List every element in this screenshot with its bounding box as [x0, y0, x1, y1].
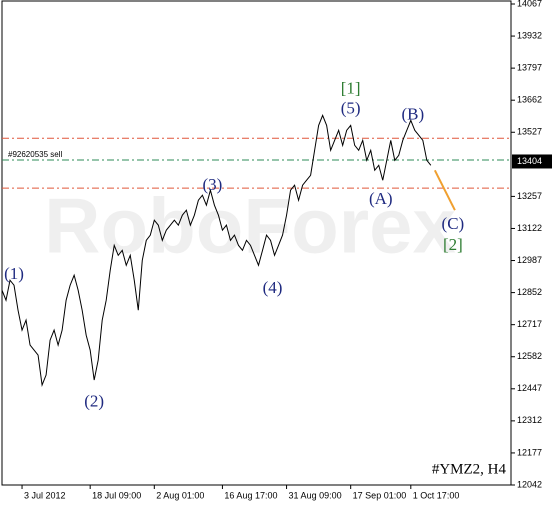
- wave-label: (1): [4, 264, 24, 283]
- y-tick-label: 12987: [517, 255, 542, 265]
- y-tick-label: 13932: [517, 30, 542, 40]
- wave-label: (A): [369, 189, 393, 208]
- x-tick-label: 3 Jul 2012: [24, 490, 66, 500]
- wave-label: (B): [401, 104, 424, 123]
- y-tick-label: 13257: [517, 191, 542, 201]
- x-tick-label: 31 Aug 09:00: [289, 490, 342, 500]
- forecast-line: [433, 169, 456, 211]
- x-tick-label: 1 Oct 17:00: [413, 490, 460, 500]
- y-tick-label: 14067: [517, 0, 542, 8]
- wave-label: (2): [84, 392, 104, 411]
- wave-label: (5): [341, 98, 361, 117]
- watermark: RoboForex: [44, 182, 456, 270]
- x-tick-label: 18 Jul 09:00: [92, 490, 141, 500]
- symbol-note: #YMZ2, H4: [432, 461, 507, 477]
- y-tick-label: 12177: [517, 447, 542, 457]
- y-tick-label: 12042: [517, 479, 542, 489]
- y-tick-label: 13527: [517, 127, 542, 137]
- wave-label: (3): [202, 175, 222, 194]
- price-tag: 13404: [517, 156, 542, 166]
- x-tick-label: 17 Sep 01:00: [353, 490, 407, 500]
- wave-label: [1]: [341, 78, 361, 97]
- wave-label: (C): [442, 214, 465, 233]
- price-tag-bg: [512, 154, 552, 169]
- wave-label: [2]: [443, 235, 463, 254]
- y-tick-label: 12582: [517, 351, 542, 361]
- y-tick-label: 12312: [517, 415, 542, 425]
- price-line: [1, 114, 432, 387]
- y-tick-label: 13122: [517, 223, 542, 233]
- y-tick-label: 13797: [517, 63, 542, 73]
- plot-frame: [1, 0, 512, 486]
- y-tick-label: 13662: [517, 95, 542, 105]
- y-tick-label: 12447: [517, 383, 542, 393]
- x-tick-label: 16 Aug 17:00: [224, 490, 277, 500]
- x-tick-label: 2 Aug 01:00: [156, 490, 204, 500]
- wave-label: (4): [263, 278, 283, 297]
- y-tick-label: 12717: [517, 319, 542, 329]
- level-label: #92620535 sell: [8, 150, 62, 159]
- y-tick-label: 12852: [517, 287, 542, 297]
